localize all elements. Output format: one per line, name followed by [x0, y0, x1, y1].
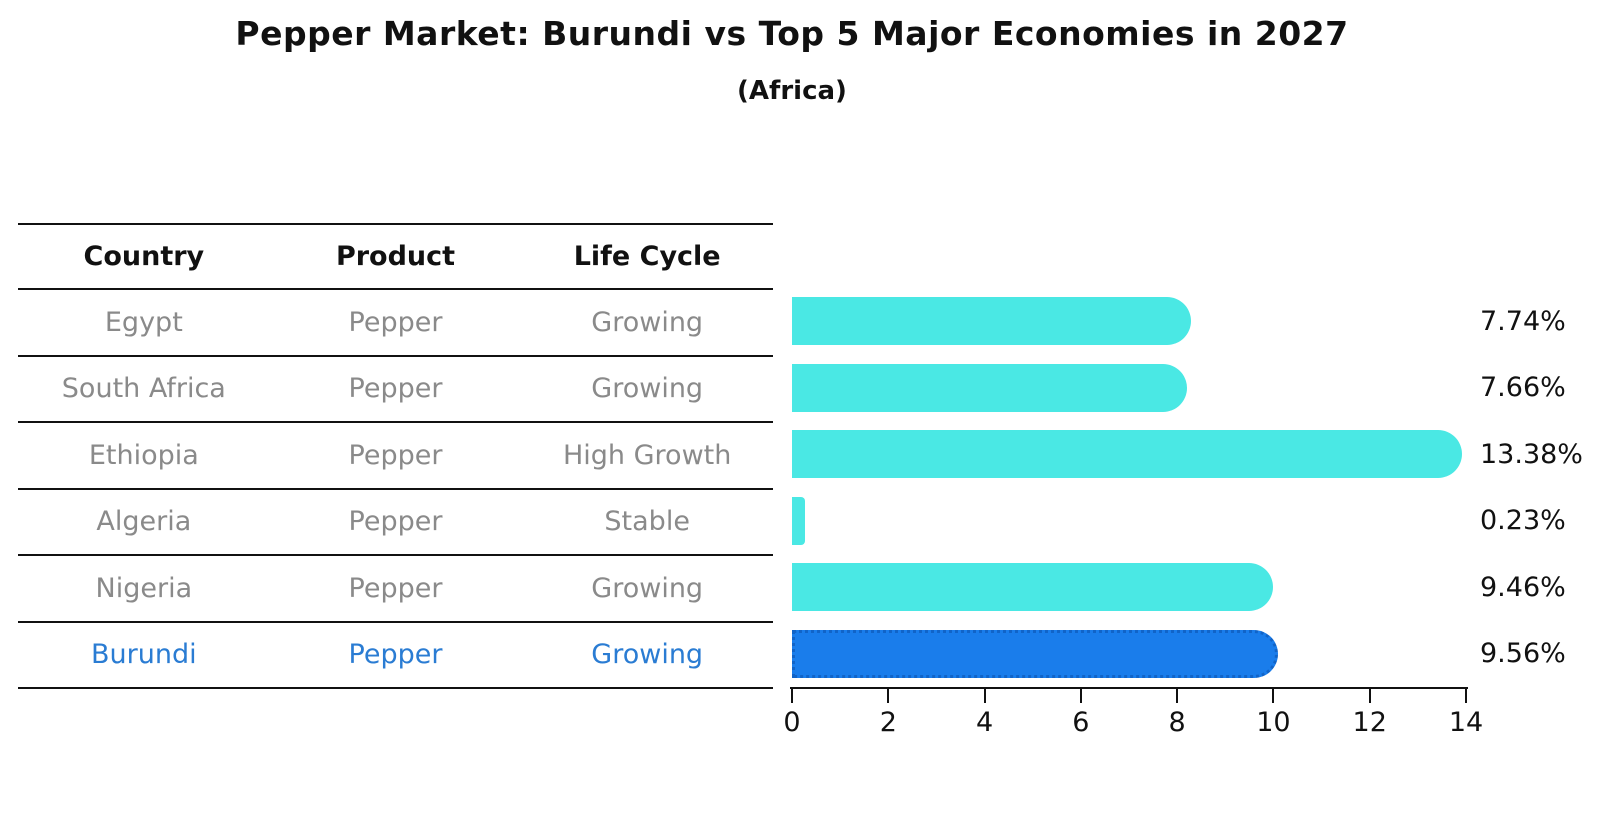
- table-cell-country: Ethiopia: [88, 439, 199, 471]
- table-cell-product: Pepper: [348, 639, 443, 671]
- table-cell-product: Pepper: [348, 439, 443, 471]
- x-tick-label-14: 14: [1448, 707, 1484, 738]
- table-row-burundi: Burundi Pepper Growing: [18, 623, 773, 689]
- x-tick-mark-2: [887, 689, 890, 703]
- country-table: Country Product Life Cycle Egypt Pepper …: [18, 223, 773, 689]
- table-cell-country: Nigeria: [95, 572, 193, 604]
- bar-row: 7.74%: [792, 288, 1604, 355]
- x-tick-mark-6: [1079, 689, 1082, 703]
- table-cell-country: South Africa: [61, 373, 226, 405]
- bar-row: 0.23%: [792, 488, 1604, 555]
- table-cell-life-cycle: Growing: [591, 306, 704, 338]
- table-cell-product: Pepper: [348, 506, 443, 538]
- bar-row: 13.38%: [792, 421, 1604, 488]
- bar-value-label: 9.46%: [1480, 571, 1566, 603]
- bar-value-label: 13.38%: [1480, 438, 1583, 470]
- x-axis-line: [790, 687, 1468, 689]
- bar-row: 9.56%: [792, 621, 1604, 688]
- bar-ethiopia: [792, 430, 1463, 478]
- bar-row: 9.46%: [792, 554, 1604, 621]
- column-header-country: Country: [83, 241, 205, 272]
- table-cell-life-cycle: Growing: [591, 373, 704, 405]
- table-row-egypt: Egypt Pepper Growing: [18, 290, 773, 357]
- table-cell-country: Algeria: [96, 506, 192, 538]
- table-cell-product: Pepper: [348, 572, 443, 604]
- table-cell-life-cycle: Growing: [591, 572, 704, 604]
- x-tick-label-0: 0: [783, 707, 801, 738]
- bar-row: 7.66%: [792, 355, 1604, 422]
- chart-subtitle: (Africa): [737, 76, 847, 106]
- x-tick-label-4: 4: [975, 707, 994, 738]
- table-cell-product: Pepper: [348, 373, 443, 405]
- table-cell-life-cycle: Stable: [604, 506, 690, 538]
- table-header-row: Country Product Life Cycle: [18, 225, 773, 290]
- column-header-life-cycle: Life Cycle: [573, 241, 721, 272]
- x-tick-label-2: 2: [879, 707, 897, 738]
- chart-title: Pepper Market: Burundi vs Top 5 Major Ec…: [235, 14, 1349, 53]
- table-row-south-africa: South Africa Pepper Growing: [18, 357, 773, 423]
- bar-nigeria: [792, 563, 1274, 611]
- bar-burundi: [792, 629, 1279, 678]
- bar-value-label: 7.74%: [1480, 305, 1566, 337]
- x-tick-label-12: 12: [1352, 707, 1387, 738]
- table-cell-product: Pepper: [348, 306, 443, 338]
- bar-chart-plot-area: 7.74% 7.66% 13.38% 0.23% 9.46% 9.56%: [792, 288, 1604, 687]
- x-tick-mark-12: [1368, 689, 1371, 703]
- x-tick-mark-4: [983, 689, 986, 703]
- x-tick-mark-14: [1465, 689, 1467, 703]
- table-cell-life-cycle: Growing: [591, 639, 704, 671]
- bar-value-label: 7.66%: [1480, 372, 1566, 404]
- column-header-product: Product: [335, 241, 456, 272]
- table-cell-life-cycle: High Growth: [562, 439, 732, 471]
- bar-egypt: [792, 297, 1191, 345]
- bar-south-africa: [792, 363, 1187, 412]
- table-body: Egypt Pepper Growing South Africa Pepper…: [18, 290, 773, 689]
- bar-value-label: 9.56%: [1480, 638, 1566, 670]
- x-tick-mark-0: [791, 689, 793, 703]
- x-tick-mark-8: [1176, 689, 1179, 703]
- table-cell-country: Egypt: [104, 306, 183, 338]
- table-row-ethiopia: Ethiopia Pepper High Growth: [18, 423, 773, 490]
- table-row-nigeria: Nigeria Pepper Growing: [18, 556, 773, 623]
- bar-value-label: 0.23%: [1480, 505, 1566, 537]
- x-tick-label-8: 8: [1168, 707, 1186, 738]
- x-tick-mark-10: [1272, 689, 1275, 703]
- x-tick-label-10: 10: [1256, 707, 1291, 738]
- bar-algeria: [792, 496, 806, 545]
- table-cell-country: Burundi: [91, 639, 197, 671]
- table-row-algeria: Algeria Pepper Stable: [18, 490, 773, 556]
- x-tick-label-6: 6: [1072, 707, 1090, 738]
